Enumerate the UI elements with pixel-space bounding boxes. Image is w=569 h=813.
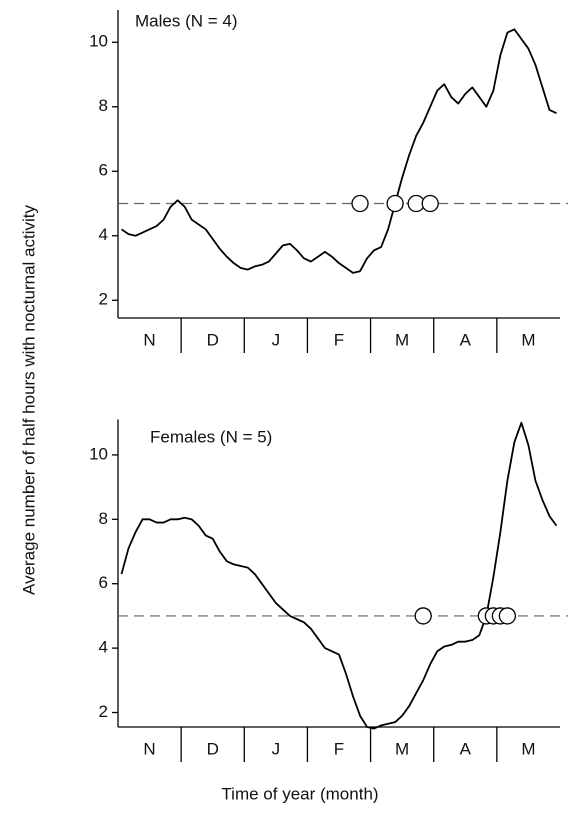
x-tick-label: N bbox=[143, 739, 155, 758]
x-tick-label: F bbox=[334, 739, 344, 758]
y-tick-label: 6 bbox=[99, 161, 108, 180]
panel-title: Males (N = 4) bbox=[135, 11, 238, 30]
x-tick-label: A bbox=[460, 739, 472, 758]
x-tick-label: N bbox=[143, 330, 155, 349]
x-tick-label: D bbox=[207, 330, 219, 349]
x-tick-label: J bbox=[272, 330, 281, 349]
y-tick-label: 8 bbox=[99, 96, 108, 115]
x-tick-label: F bbox=[334, 330, 344, 349]
line bbox=[120, 28, 557, 274]
line bbox=[120, 421, 558, 730]
marker bbox=[498, 607, 517, 625]
x-tick-label: M bbox=[521, 330, 535, 349]
x-tick-label: M bbox=[395, 739, 409, 758]
y-tick-label: 2 bbox=[99, 290, 108, 309]
y-tick-label: 4 bbox=[99, 225, 108, 244]
y-tick-label: 10 bbox=[89, 444, 108, 463]
marker bbox=[351, 194, 369, 213]
y-tick-label: 6 bbox=[99, 573, 108, 592]
y-tick-label: 10 bbox=[89, 32, 108, 51]
marker bbox=[386, 194, 404, 213]
x-tick-label: J bbox=[272, 739, 281, 758]
marker bbox=[414, 607, 432, 625]
x-tick-label: A bbox=[460, 330, 472, 349]
x-tick-label: D bbox=[207, 739, 219, 758]
panel-title: Females (N = 5) bbox=[150, 427, 272, 446]
y-tick-label: 2 bbox=[99, 702, 108, 721]
x-axis-label: Time of year (month) bbox=[221, 784, 378, 803]
x-tick-label: M bbox=[521, 739, 535, 758]
y-axis-label: Average number of half hours with noctur… bbox=[19, 205, 38, 595]
x-tick-label: M bbox=[395, 330, 409, 349]
marker bbox=[421, 194, 439, 213]
y-tick-label: 4 bbox=[99, 638, 108, 657]
y-tick-label: 8 bbox=[99, 509, 108, 528]
